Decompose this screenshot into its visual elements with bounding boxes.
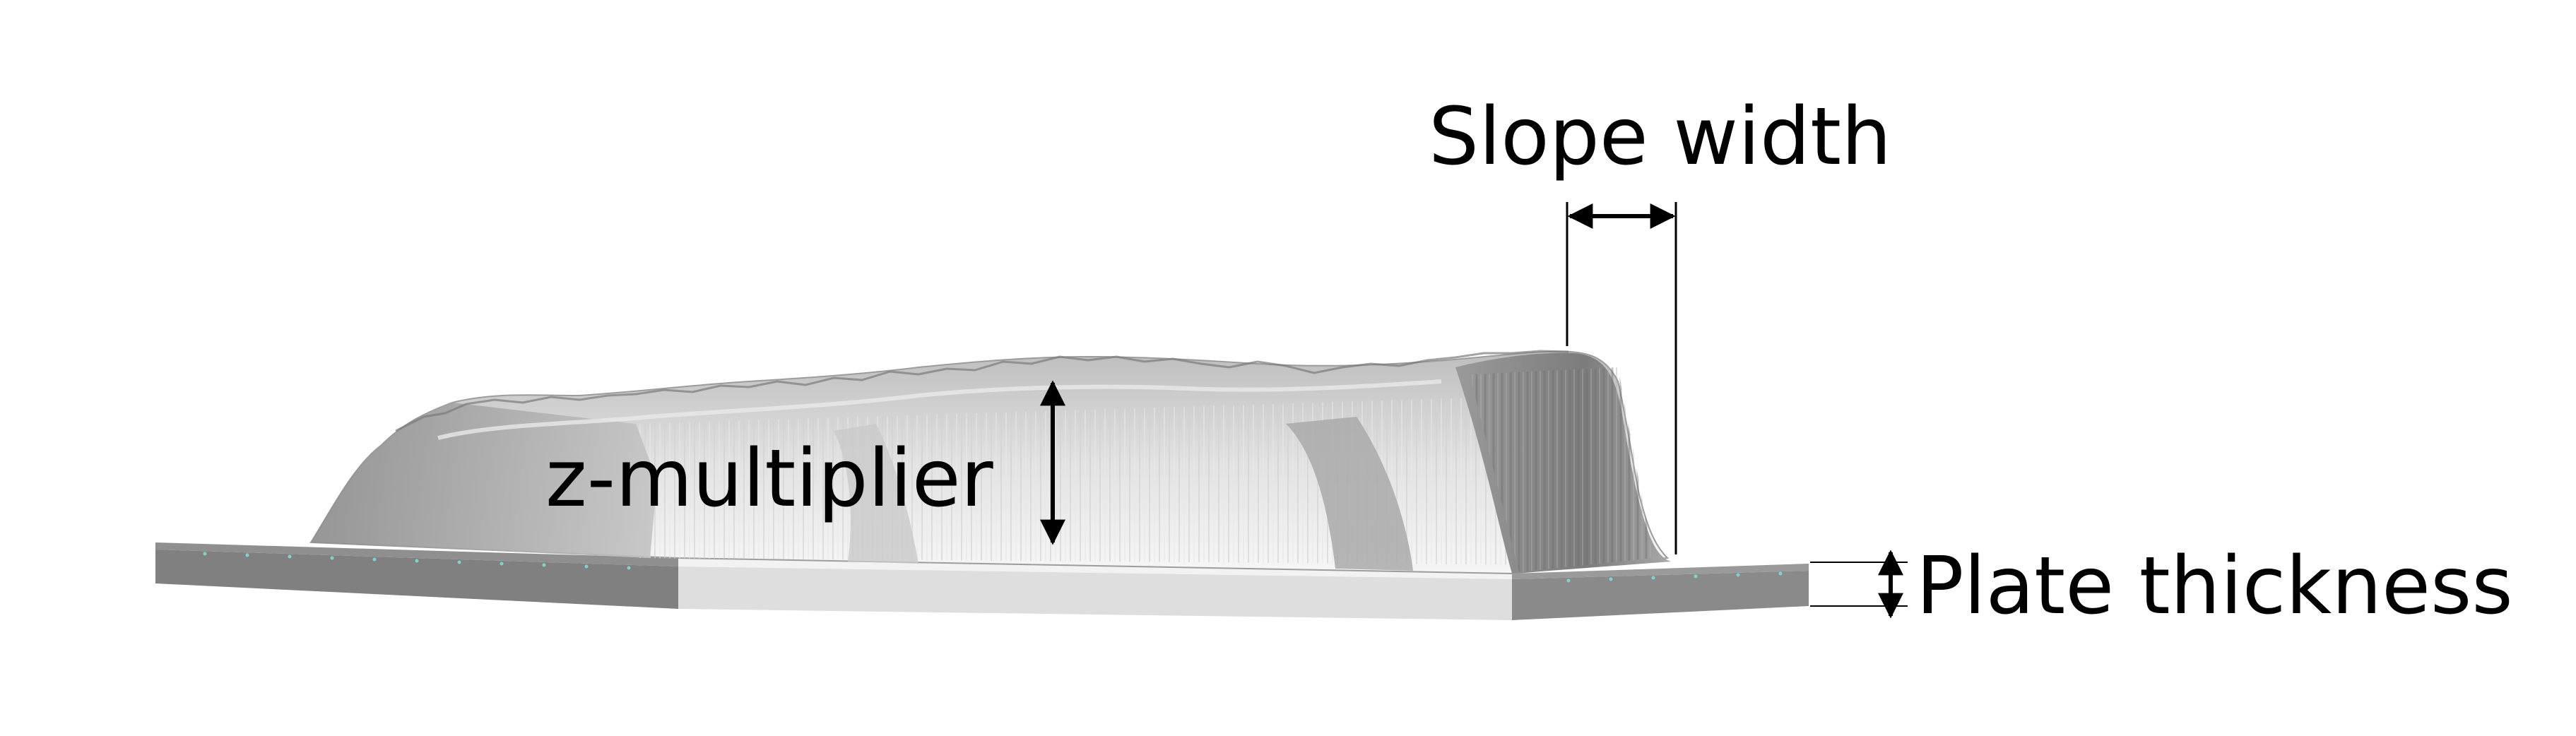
plate-left-top xyxy=(155,542,678,566)
terrain-right-streaks xyxy=(1470,367,1653,572)
terrain-shadow-band xyxy=(1286,417,1413,571)
slope-width-label: Slope width xyxy=(1429,91,1892,183)
slope-width-annotation xyxy=(1566,202,1677,554)
terrain-model xyxy=(309,350,1671,575)
terrain-left-slope xyxy=(311,403,657,558)
terrain-ridge-highlight xyxy=(437,379,1442,440)
plate-center-top xyxy=(678,558,1512,579)
base-plate xyxy=(155,542,1809,620)
plate-thickness-annotation xyxy=(1810,550,1908,619)
plate-right-front xyxy=(1512,571,1809,620)
plate-right-top xyxy=(1512,564,1809,579)
terrain-mid-band xyxy=(834,424,918,564)
plate-left-front xyxy=(155,550,678,609)
plate-edge-dots xyxy=(203,552,1783,583)
plate-thickness-label: Plate thickness xyxy=(1916,540,2513,632)
z-multiplier-label: z-multiplier xyxy=(545,433,993,525)
plate-center-front xyxy=(678,566,1512,620)
terrain-ridge xyxy=(395,350,1569,432)
